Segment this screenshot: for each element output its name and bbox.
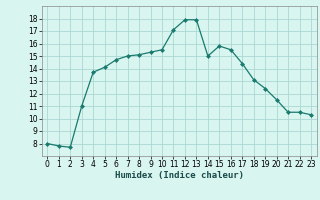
X-axis label: Humidex (Indice chaleur): Humidex (Indice chaleur)	[115, 171, 244, 180]
